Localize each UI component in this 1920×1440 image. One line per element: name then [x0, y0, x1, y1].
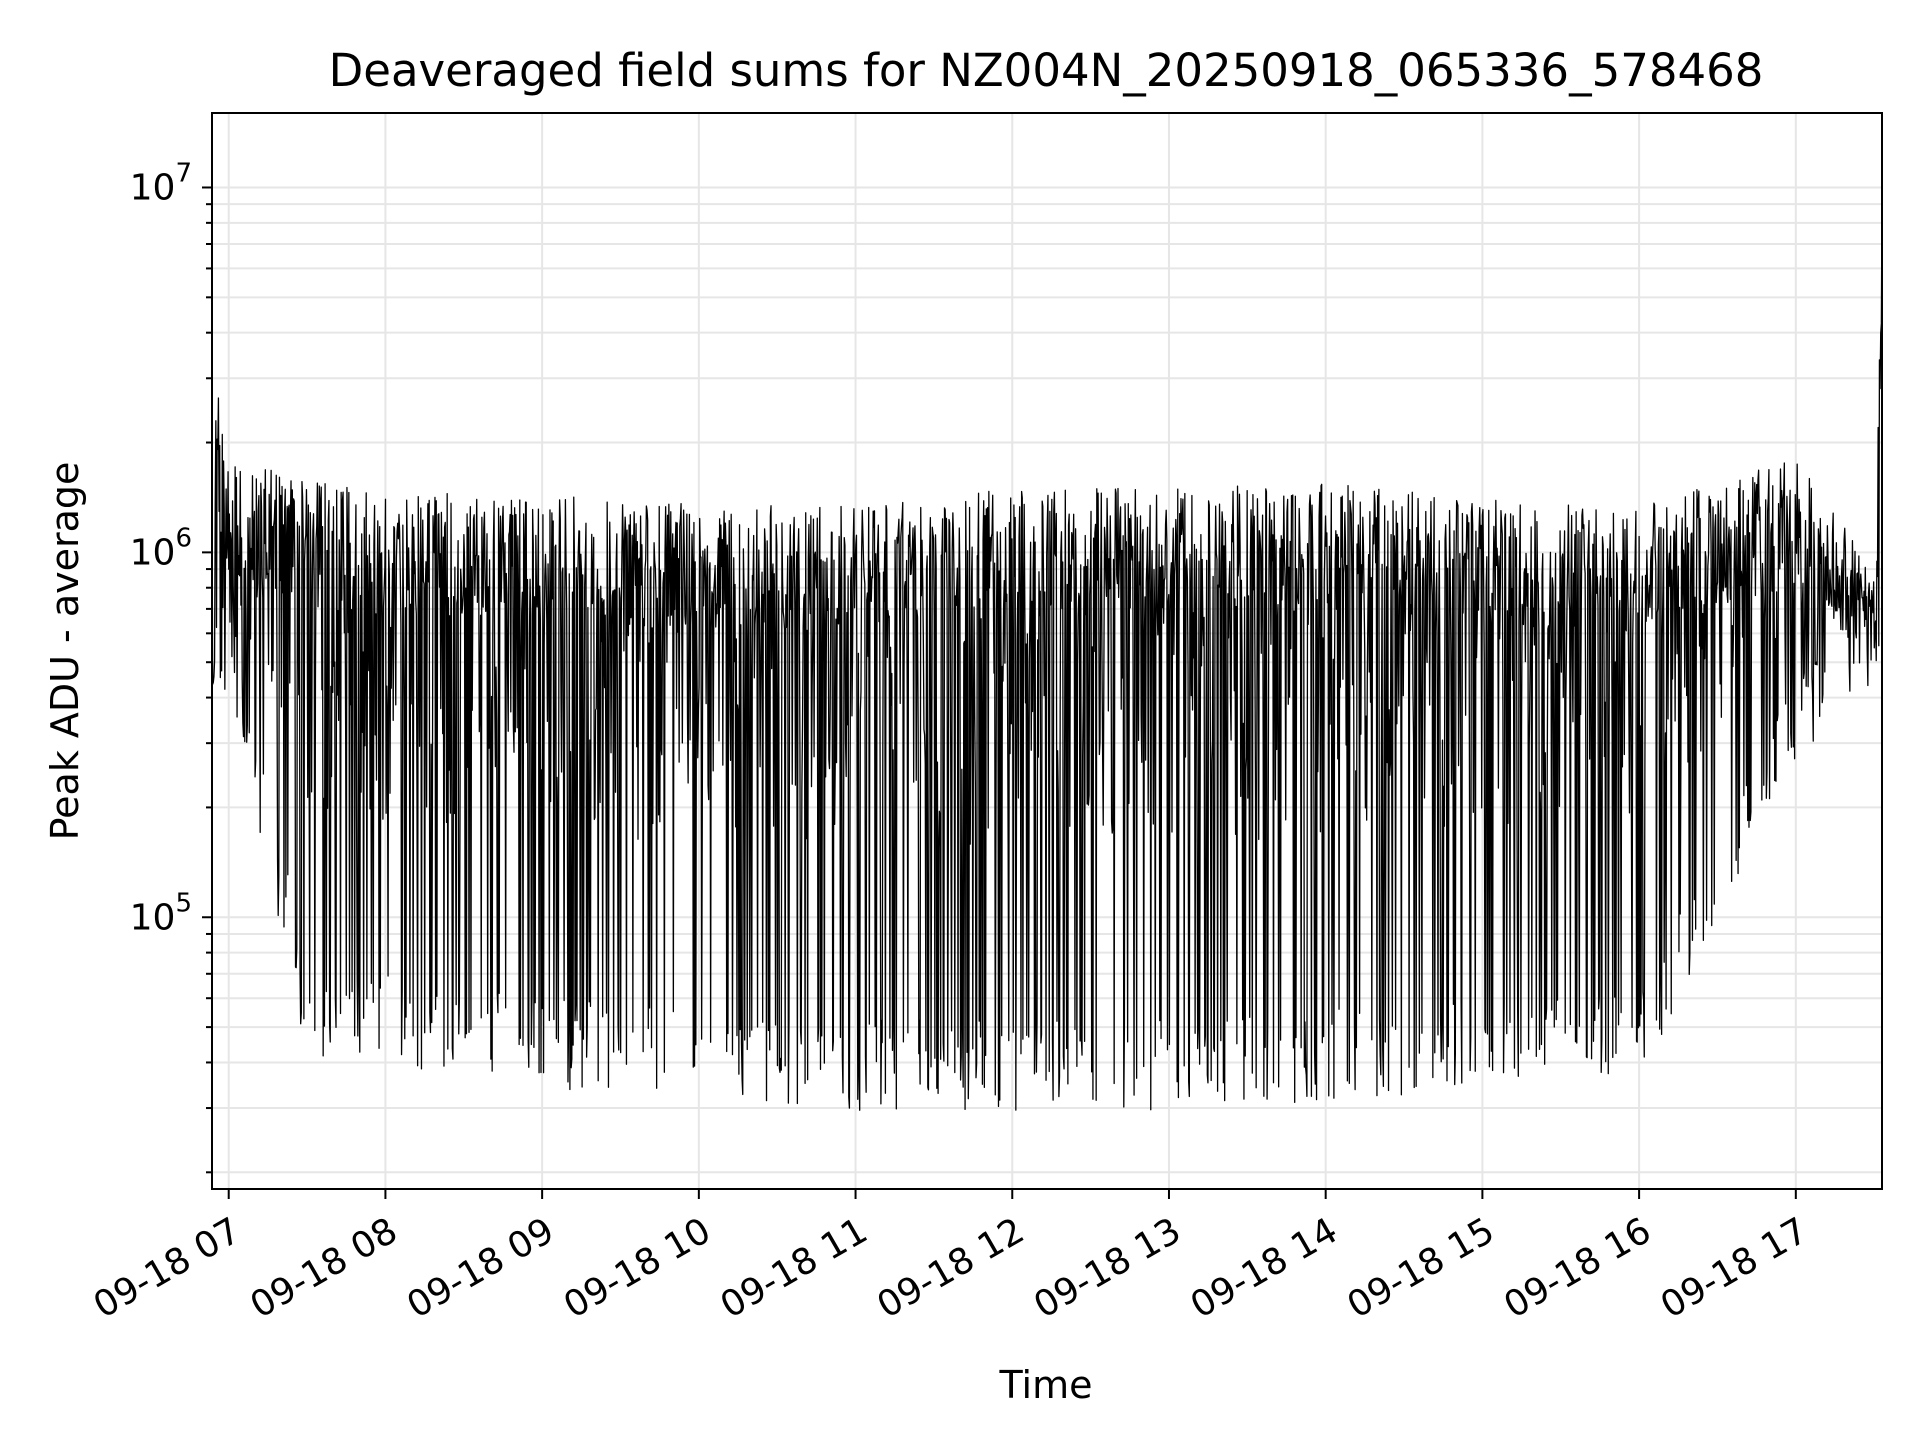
y-tick-label: 105	[130, 888, 192, 938]
x-tick-label: 09-18 14	[1184, 1210, 1345, 1326]
series-path	[211, 195, 1883, 1111]
x-tick-label: 09-18 13	[1027, 1210, 1188, 1326]
plot-frame	[211, 112, 1883, 1190]
x-tick-label: 09-18 17	[1654, 1210, 1815, 1326]
x-tick-label: 09-18 09	[400, 1210, 561, 1326]
series-line	[211, 195, 1883, 1111]
y-tick-label: 107	[130, 158, 192, 208]
y-axis: 105 106 107	[130, 158, 212, 1174]
x-tick-label: 09-18 15	[1341, 1210, 1502, 1326]
chart-title: Deaveraged field sums for NZ004N_2025091…	[329, 44, 1764, 97]
x-tick-label: 09-18 07	[87, 1210, 248, 1326]
x-axis-label: Time	[999, 1363, 1093, 1407]
x-tick-label: 09-18 16	[1497, 1210, 1658, 1326]
y-tick-label: 106	[130, 523, 192, 573]
x-tick-label: 09-18 11	[714, 1210, 875, 1326]
x-tick-label: 09-18 12	[870, 1210, 1031, 1326]
y-axis-label: Peak ADU - average	[43, 462, 87, 841]
x-tick-label: 09-18 10	[557, 1210, 718, 1326]
x-tick-label: 09-18 08	[244, 1210, 405, 1326]
